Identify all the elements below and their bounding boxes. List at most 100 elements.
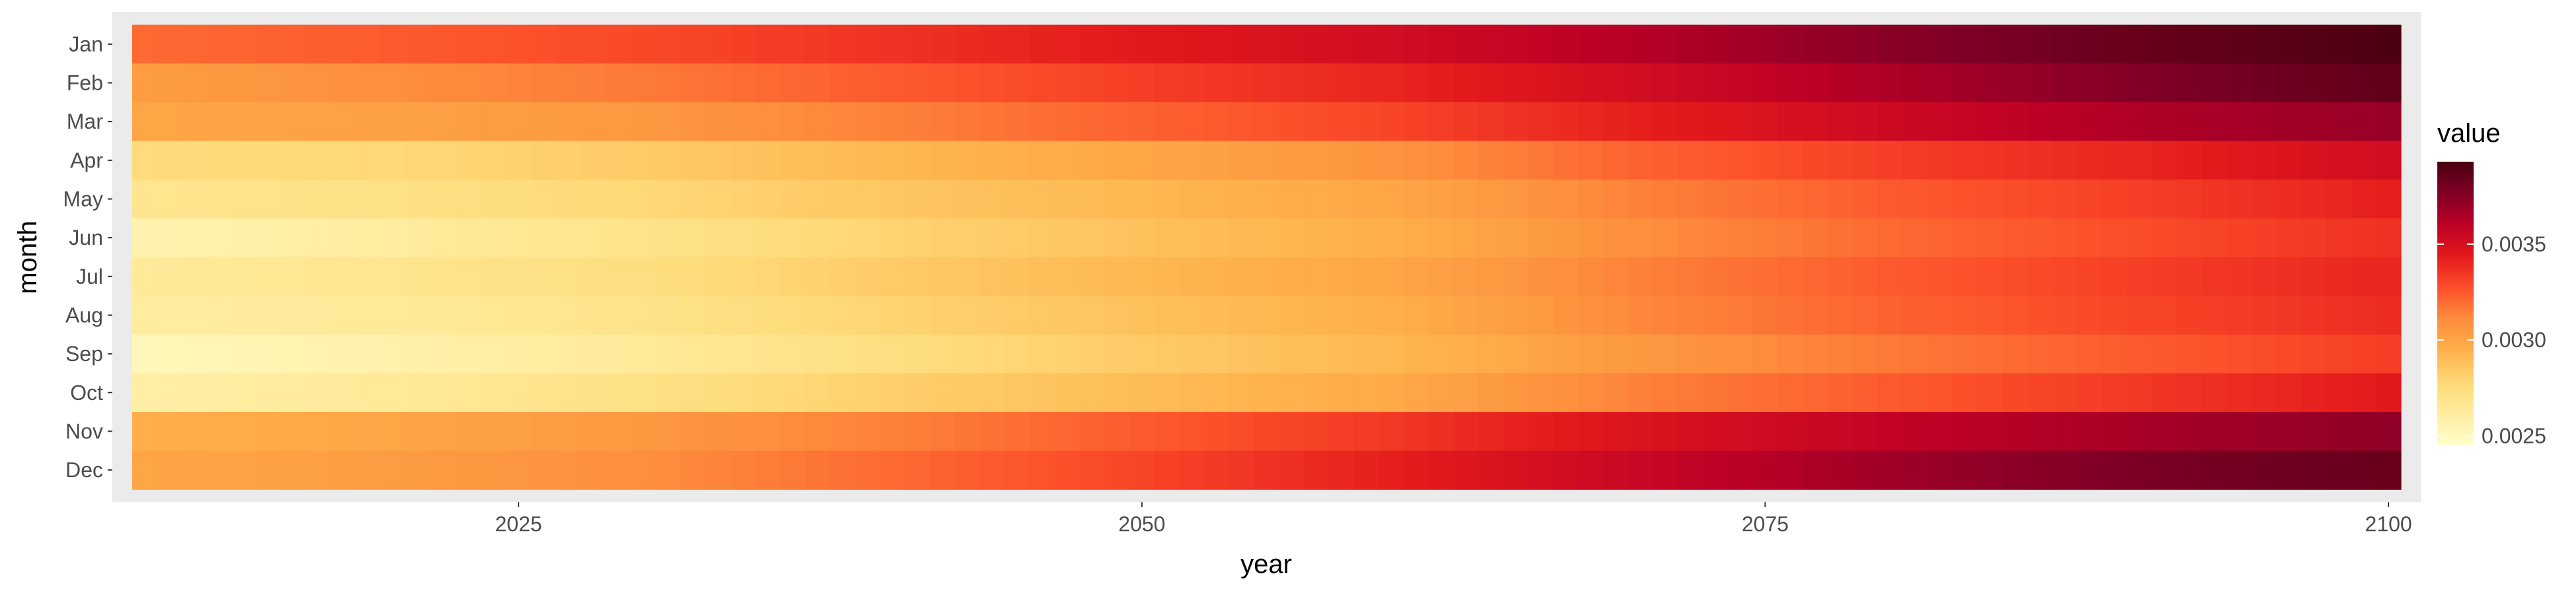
heatmap-cell	[456, 24, 482, 64]
heatmap-cell	[2126, 373, 2153, 412]
heatmap-cell	[1877, 218, 1903, 258]
heatmap-cell	[830, 257, 856, 296]
heatmap-cell	[456, 180, 482, 219]
heatmap-cell	[2126, 63, 2153, 103]
heatmap-cell	[980, 180, 1005, 219]
heatmap-cell	[655, 63, 682, 103]
heatmap-cell	[2226, 296, 2252, 335]
heatmap-cell	[655, 373, 682, 412]
heatmap-cell	[281, 373, 307, 412]
heatmap-cell	[1977, 334, 2003, 374]
heatmap-cell	[905, 218, 931, 258]
heatmap-cell	[530, 141, 557, 180]
heatmap-cell	[530, 296, 557, 335]
heatmap-cell	[1628, 412, 1654, 451]
heatmap-cell	[256, 257, 283, 296]
heatmap-cell	[530, 24, 557, 64]
heatmap-cell	[1553, 257, 1579, 296]
heatmap-cell	[1254, 296, 1279, 335]
heatmap-cell	[530, 63, 557, 103]
heatmap-cell	[1279, 141, 1305, 180]
heatmap-cell	[406, 296, 432, 335]
heatmap-cell	[805, 257, 831, 296]
heatmap-cell	[1977, 257, 2003, 296]
heatmap-cell	[1353, 334, 1379, 374]
heatmap-cell	[705, 63, 731, 103]
heatmap-cell	[1653, 141, 1678, 180]
heatmap-cell	[1154, 450, 1180, 490]
heatmap-cell	[2276, 296, 2302, 335]
heatmap-cell	[1478, 373, 1504, 412]
heatmap-cell	[157, 24, 183, 64]
heatmap-cell	[1304, 102, 1330, 142]
heatmap-cell	[2026, 24, 2053, 64]
heatmap-cell	[1129, 334, 1155, 374]
heatmap-cell	[555, 412, 582, 451]
heatmap-cell	[2077, 412, 2102, 451]
heatmap-cell	[2026, 450, 2053, 490]
heatmap-cell	[2201, 24, 2227, 64]
heatmap-cell	[630, 24, 657, 64]
heatmap-cell	[2251, 450, 2277, 490]
heatmap-cell	[1079, 180, 1105, 219]
heatmap-cell	[2376, 373, 2402, 412]
heatmap-cell	[1304, 450, 1330, 490]
heatmap-cell	[1927, 24, 1953, 64]
heatmap-cell	[356, 412, 382, 451]
heatmap-cell	[1578, 450, 1604, 490]
heatmap-cell	[207, 24, 233, 64]
heatmap-cell	[1453, 412, 1479, 451]
heatmap-cell	[381, 296, 407, 335]
heatmap-cell	[2052, 373, 2077, 412]
heatmap-cell	[1378, 257, 1404, 296]
heatmap-cell	[805, 412, 831, 451]
heatmap-cell	[555, 450, 582, 490]
heatmap-cell	[1653, 63, 1678, 103]
heatmap-cell	[132, 412, 158, 451]
heatmap-cell	[905, 141, 931, 180]
heatmap-cell	[1827, 296, 1853, 335]
heatmap-cell	[281, 180, 307, 219]
heatmap-cell	[1254, 63, 1279, 103]
heatmap-cell	[2276, 218, 2302, 258]
heatmap-cell	[331, 63, 357, 103]
heatmap-cell	[1503, 180, 1529, 219]
heatmap-cell	[1179, 102, 1205, 142]
heatmap-cell	[456, 412, 482, 451]
heatmap-cell	[1254, 102, 1279, 142]
heatmap-cell	[880, 141, 906, 180]
heatmap-cell	[406, 180, 432, 219]
heatmap-cell	[2251, 63, 2277, 103]
heatmap-cell	[1154, 296, 1180, 335]
heatmap-cell	[1727, 102, 1754, 142]
heatmap-cell	[780, 257, 806, 296]
heatmap-cell	[1927, 334, 1953, 374]
heatmap-cell	[506, 296, 532, 335]
heatmap-cell	[207, 141, 233, 180]
heatmap-cell	[1154, 102, 1180, 142]
legend-title: value	[2437, 119, 2501, 148]
heatmap-cell	[1927, 373, 1953, 412]
heatmap-cell	[2176, 102, 2202, 142]
heatmap-cell	[1404, 373, 1429, 412]
heatmap-cell	[1727, 334, 1754, 374]
heatmap-cell	[1104, 218, 1130, 258]
heatmap-cell	[880, 334, 906, 374]
heatmap-cell	[1952, 257, 1978, 296]
heatmap-cell	[1752, 334, 1778, 374]
heatmap-cell	[830, 296, 856, 335]
heatmap-cell	[1404, 180, 1429, 219]
heatmap-cell	[306, 373, 332, 412]
heatmap-cell	[2176, 412, 2202, 451]
heatmap-cell	[456, 373, 482, 412]
heatmap-cell	[630, 218, 657, 258]
heatmap-cell	[331, 450, 357, 490]
heatmap-cell	[207, 373, 233, 412]
heatmap-cell	[2326, 24, 2352, 64]
heatmap-cell	[1154, 180, 1180, 219]
heatmap-cell	[2151, 63, 2177, 103]
heatmap-cell	[1553, 373, 1579, 412]
heatmap-cell	[2251, 296, 2277, 335]
heatmap-cell	[830, 218, 856, 258]
heatmap-cell	[680, 334, 706, 374]
